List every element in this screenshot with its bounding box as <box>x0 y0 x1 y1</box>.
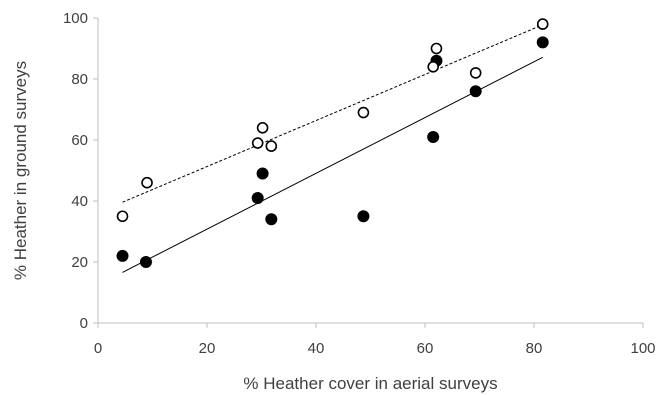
filled-data-point <box>427 130 440 143</box>
y-tick-label: 0 <box>80 315 88 332</box>
open-data-point <box>427 61 439 73</box>
filled-data-point <box>357 210 370 223</box>
plot-area: 0 20 40 60 80 100 0 20 40 60 80 100 <box>63 10 656 357</box>
x-axis-title: % Heather cover in aerial surveys <box>243 374 497 393</box>
open-data-point <box>251 137 264 149</box>
trendline-series-2 <box>122 24 543 203</box>
open-data-point <box>116 210 129 223</box>
x-tick-label: 0 <box>94 340 102 357</box>
y-axis-title: % Heather in ground surveys <box>11 61 30 280</box>
open-data-point <box>430 42 443 55</box>
y-tick-label: 100 <box>63 10 88 27</box>
x-tick-label: 80 <box>526 340 543 357</box>
open-data-point <box>265 140 278 152</box>
y-tick-label: 60 <box>71 132 88 149</box>
x-tick-label: 40 <box>308 340 325 357</box>
filled-data-point <box>469 85 482 98</box>
y-tick-label: 80 <box>71 71 88 88</box>
trendlines <box>122 24 543 273</box>
data-points <box>116 18 549 268</box>
y-tick-label: 20 <box>71 254 88 271</box>
y-axis-ticks: 0 20 40 60 80 100 <box>63 10 98 332</box>
open-data-point <box>536 18 549 30</box>
x-tick-label: 20 <box>199 340 216 357</box>
y-tick-label: 40 <box>71 193 88 210</box>
x-axis-ticks: 0 20 40 60 80 100 <box>94 323 656 357</box>
open-data-point <box>256 122 269 134</box>
filled-data-point <box>256 167 269 180</box>
x-tick-label: 100 <box>630 340 655 357</box>
filled-data-point <box>251 191 264 204</box>
filled-data-point <box>265 213 278 226</box>
open-data-point <box>357 106 370 119</box>
filled-data-point <box>116 249 129 262</box>
x-tick-label: 60 <box>417 340 434 357</box>
open-data-point <box>141 176 153 189</box>
filled-data-point <box>536 36 549 49</box>
open-data-point <box>469 67 482 79</box>
filled-data-point <box>139 256 152 268</box>
